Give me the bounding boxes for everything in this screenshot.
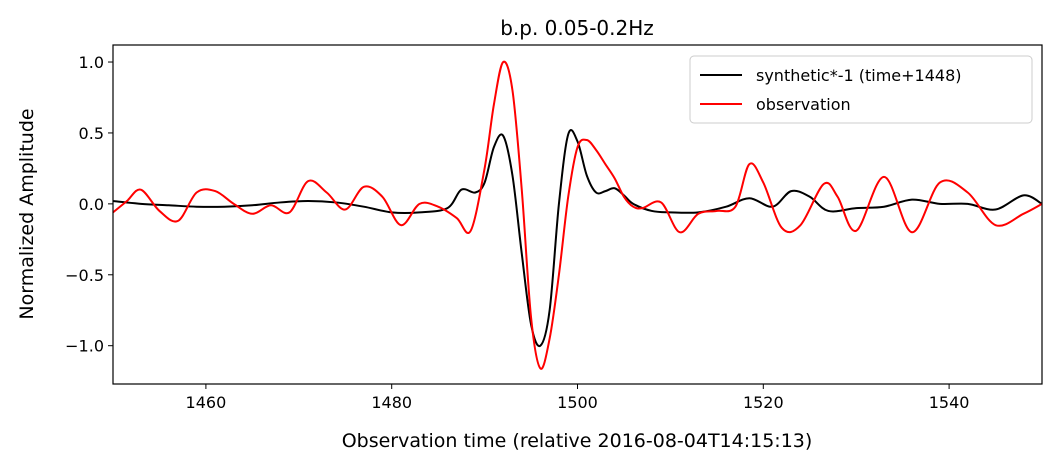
y-tick-label: 0.5 xyxy=(79,124,104,143)
x-tick-label: 1520 xyxy=(743,393,784,412)
x-tick-label: 1540 xyxy=(929,393,970,412)
legend-box xyxy=(689,55,1033,124)
chart-title: b.p. 0.05-0.2Hz xyxy=(500,16,654,40)
y-tick-label: −0.5 xyxy=(65,266,104,285)
series-line-synthetic xyxy=(113,129,1042,348)
axis-ticks: 1460 1480 1500 1520 1540 1.0 0.5 0.0 −0.5 −1.0 xyxy=(65,53,969,412)
x-tick-label: 1500 xyxy=(557,393,598,412)
y-tick-label: −1.0 xyxy=(65,337,104,356)
plot-area xyxy=(113,60,1042,370)
y-tick-label: 1.0 xyxy=(79,53,104,72)
y-axis-label: Normalized Amplitude xyxy=(16,108,38,319)
x-tick-label: 1480 xyxy=(371,393,412,412)
legend-entry-label: observation xyxy=(756,95,851,114)
y-tick-label: 0.0 xyxy=(79,195,104,214)
legend: synthetic*-1 (time+1448) observation xyxy=(689,55,1033,124)
legend-entry-label: synthetic*-1 (time+1448) xyxy=(756,66,962,85)
series-line-observation xyxy=(113,60,1042,370)
x-axis-label: Observation time (relative 2016-08-04T14… xyxy=(342,430,813,452)
x-tick-label: 1460 xyxy=(186,393,227,412)
